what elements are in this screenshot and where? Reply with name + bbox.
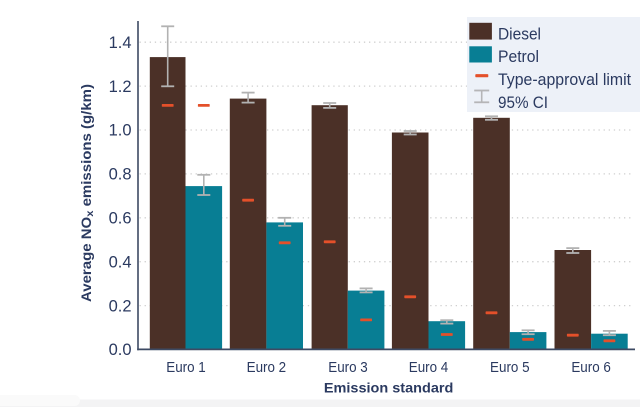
- svg-text:0.8: 0.8: [109, 166, 132, 184]
- svg-text:Type-approval limit: Type-approval limit: [498, 70, 631, 89]
- svg-text:Euro 3: Euro 3: [328, 359, 368, 376]
- svg-text:Euro 5: Euro 5: [490, 359, 530, 376]
- svg-text:0.2: 0.2: [109, 297, 132, 315]
- svg-text:1.4: 1.4: [109, 34, 132, 52]
- svg-text:0.6: 0.6: [109, 210, 132, 228]
- svg-text:Diesel: Diesel: [498, 24, 541, 43]
- svg-text:Emission standard: Emission standard: [324, 381, 454, 396]
- svg-text:Petrol: Petrol: [498, 47, 539, 66]
- svg-text:Euro 2: Euro 2: [247, 359, 287, 376]
- svg-text:Average NOx emissions (g/km): Average NOx emissions (g/km): [79, 84, 96, 302]
- svg-text:1.0: 1.0: [109, 122, 132, 140]
- svg-text:Euro 6: Euro 6: [571, 359, 611, 376]
- svg-text:1.2: 1.2: [109, 78, 132, 96]
- svg-text:95% CI: 95% CI: [498, 93, 548, 112]
- svg-text:Euro 1: Euro 1: [166, 359, 206, 376]
- svg-text:0.4: 0.4: [109, 253, 132, 271]
- svg-text:Euro 4: Euro 4: [409, 359, 449, 376]
- svg-text:0.0: 0.0: [109, 341, 132, 359]
